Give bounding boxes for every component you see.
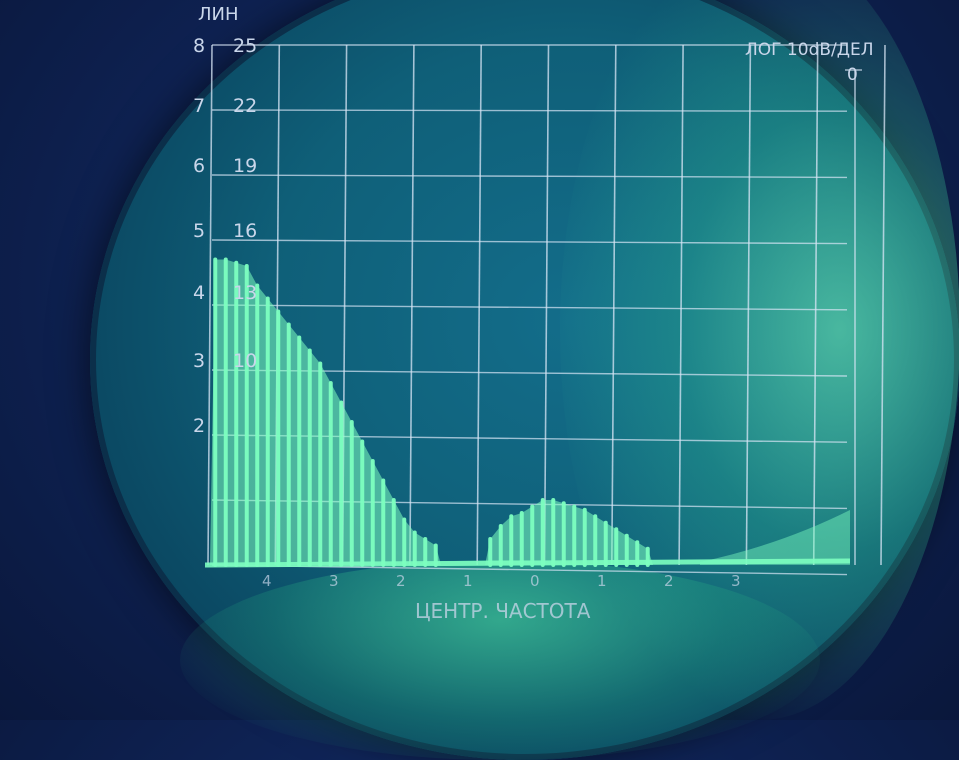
x-tick-label: 3 (329, 572, 339, 590)
center-frequency-label: ЦЕНТР. ЧАСТОТА (415, 599, 591, 623)
db-scale-label: 22 (233, 95, 257, 117)
grid-vertical-line (207, 44, 213, 566)
trace-baseline (204, 558, 851, 568)
grid-vertical-line (476, 44, 482, 566)
grid-horizontal-line (211, 109, 848, 112)
lin-scale-label: 7 (193, 95, 205, 117)
log-label: ЛОГ 10dB/ДЕЛ (745, 40, 874, 60)
x-tick-label: 1 (463, 572, 473, 590)
x-tick-label: 2 (396, 572, 406, 590)
lin-scale-label: 2 (193, 415, 205, 437)
lin-scale-label: 3 (193, 350, 205, 372)
grid-vertical-line (812, 44, 819, 566)
log-zero-label: 0 (847, 65, 858, 85)
grid-horizontal-line (211, 304, 848, 311)
grid-vertical-line (880, 44, 886, 566)
db-scale-label: 25 (233, 35, 257, 57)
db-scale-label: 13 (233, 282, 257, 304)
grid-horizontal-line (211, 174, 848, 179)
x-tick-label: 4 (262, 572, 272, 590)
x-tick-label: 0 (530, 572, 540, 590)
lin-scale-label: 8 (193, 35, 205, 57)
grid-vertical-line (409, 44, 415, 566)
lin-scale-label: 6 (193, 155, 205, 177)
spectrum-display: ЛИН ЛОГ 10dB/ДЕЛ 0 ЦЕНТР. ЧАСТОТА 8 7 6 5 4 3… (193, 4, 886, 623)
lin-scale-label: 5 (193, 220, 205, 242)
x-tick-label: 1 (597, 572, 607, 590)
x-tick-label: 3 (731, 572, 741, 590)
db-scale-label: 16 (233, 220, 257, 242)
db-scale-label: 19 (233, 155, 257, 177)
db-scale-label: 10 (233, 350, 257, 372)
graticule (207, 44, 886, 576)
grid-vertical-line (543, 44, 550, 566)
lin-label: ЛИН (198, 4, 239, 25)
spectrum-trace (204, 257, 851, 568)
grid-vertical-line (745, 44, 752, 566)
grid-vertical-line (611, 44, 617, 566)
noise-rise (700, 510, 850, 565)
x-tick-label: 2 (664, 572, 674, 590)
side-lobe-fill (485, 500, 653, 565)
lin-scale-label: 4 (193, 282, 205, 304)
grid-vertical-line (678, 44, 684, 566)
scale-labels: ЛИН ЛОГ 10dB/ДЕЛ 0 ЦЕНТР. ЧАСТОТА 8 7 6 5 4 3… (193, 4, 874, 623)
grid-horizontal-line (211, 239, 848, 245)
